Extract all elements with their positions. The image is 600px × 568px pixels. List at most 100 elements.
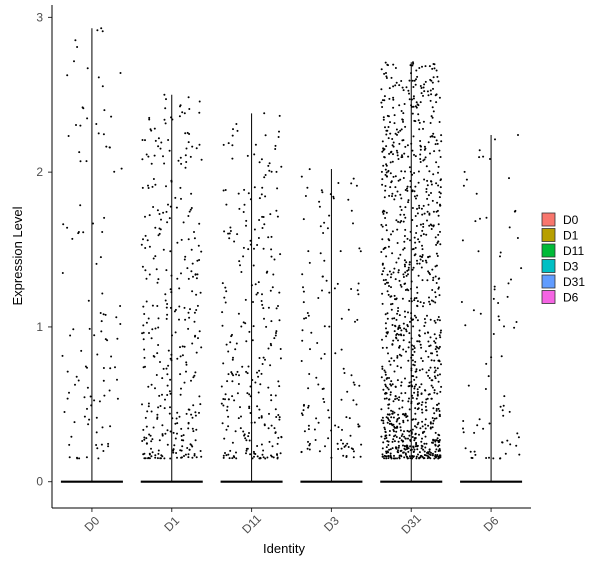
data-point — [346, 390, 349, 393]
data-point — [400, 197, 403, 200]
data-point — [280, 165, 283, 168]
data-point — [389, 295, 392, 298]
data-point — [116, 337, 119, 340]
data-point — [385, 416, 388, 419]
data-point — [277, 414, 280, 416]
data-point — [233, 240, 236, 243]
data-point — [424, 147, 427, 150]
data-point — [231, 157, 234, 160]
data-point — [262, 247, 265, 250]
data-point — [413, 190, 416, 193]
data-point — [432, 63, 435, 65]
data-point — [253, 421, 256, 424]
data-point — [385, 211, 388, 214]
data-point — [394, 186, 397, 189]
data-point — [380, 419, 383, 422]
data-point — [422, 86, 425, 89]
data-point — [270, 454, 272, 457]
data-point — [432, 438, 435, 441]
data-point — [414, 360, 417, 363]
data-point — [323, 259, 326, 262]
data-point — [220, 402, 223, 405]
data-point — [154, 139, 157, 142]
data-point — [432, 276, 435, 279]
data-point — [308, 373, 311, 375]
data-point — [172, 448, 175, 451]
data-point — [385, 457, 388, 460]
data-point — [77, 232, 80, 235]
data-point — [497, 315, 500, 318]
data-point — [142, 305, 145, 308]
data-point — [178, 415, 181, 418]
data-point — [420, 440, 423, 443]
data-point — [308, 168, 311, 171]
data-point — [497, 302, 500, 304]
data-point — [434, 369, 437, 372]
data-point — [494, 138, 496, 141]
data-point — [423, 83, 426, 86]
data-point — [222, 456, 225, 459]
data-point — [428, 212, 431, 215]
data-point — [403, 235, 406, 237]
data-point — [438, 439, 441, 441]
data-point — [322, 397, 325, 400]
data-point — [411, 348, 414, 351]
data-point — [428, 296, 430, 299]
data-point — [152, 426, 155, 429]
data-point — [70, 435, 73, 438]
data-point — [92, 222, 94, 225]
data-point — [409, 320, 411, 323]
data-point — [398, 104, 401, 107]
data-point — [387, 403, 390, 406]
data-point — [380, 408, 383, 411]
data-point — [242, 255, 245, 258]
data-point — [350, 288, 353, 290]
data-point — [224, 189, 227, 191]
data-point — [165, 367, 168, 370]
data-point — [402, 419, 405, 422]
data-point — [389, 363, 392, 366]
data-point — [396, 356, 399, 359]
data-point — [385, 133, 388, 136]
data-point — [276, 454, 279, 456]
data-point — [109, 425, 112, 428]
data-point — [267, 236, 270, 239]
data-point — [381, 338, 383, 341]
data-point — [168, 390, 171, 393]
data-point — [150, 455, 153, 458]
data-point — [397, 449, 399, 452]
data-point — [428, 224, 431, 227]
data-point — [279, 452, 282, 455]
data-point — [384, 278, 387, 281]
data-point — [417, 181, 420, 184]
data-point — [150, 383, 153, 386]
data-point — [437, 80, 440, 83]
data-point — [422, 94, 424, 97]
data-point — [401, 433, 404, 436]
data-point — [440, 134, 443, 137]
data-point — [417, 113, 420, 116]
data-point — [241, 365, 244, 368]
data-point — [179, 355, 182, 358]
data-point — [270, 255, 273, 258]
data-point — [421, 425, 424, 428]
data-point — [278, 291, 281, 294]
data-point — [340, 398, 343, 401]
data-point — [100, 320, 103, 323]
data-point — [227, 453, 230, 456]
data-point — [102, 367, 105, 369]
data-point — [249, 385, 252, 388]
data-point — [427, 355, 430, 358]
data-point — [432, 210, 435, 213]
data-point — [183, 381, 186, 384]
data-point — [403, 283, 406, 285]
data-point — [86, 386, 89, 389]
data-point — [381, 211, 384, 213]
data-point — [396, 355, 399, 357]
data-point — [255, 293, 258, 296]
data-point — [389, 121, 391, 124]
data-point — [68, 456, 71, 459]
data-point — [390, 357, 393, 360]
data-point — [158, 394, 161, 397]
data-point — [397, 131, 400, 134]
